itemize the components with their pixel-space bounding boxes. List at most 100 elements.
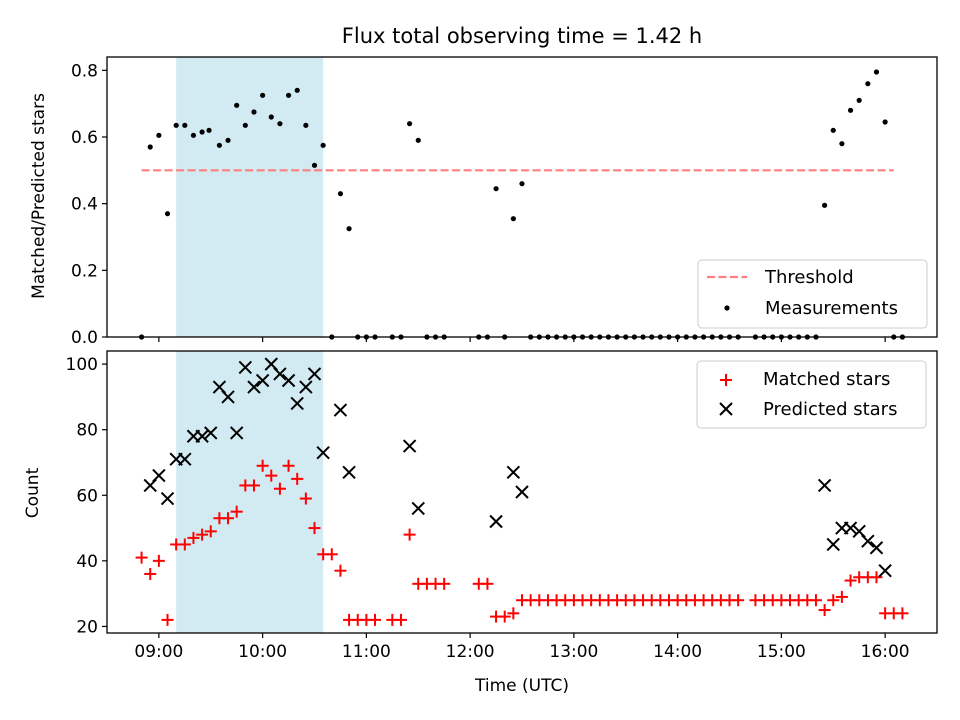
matched-star-point	[896, 607, 909, 620]
predicted-star-point	[316, 445, 330, 460]
bottom-x-axis-label: Time (UTC)	[474, 676, 569, 696]
bottom-y-tick-label: 80	[76, 421, 98, 441]
measurement-point	[260, 92, 266, 98]
bottom-x-ticks: 09:00 10:00 11:00 12:00 13:00 14:00 15:00 16:00	[134, 633, 910, 662]
predicted-star-point	[178, 452, 192, 466]
measurement-point	[822, 202, 828, 208]
measurement-point	[830, 127, 836, 133]
predicted-star-point	[152, 468, 166, 483]
measurement-point	[320, 142, 326, 148]
matched-star-point	[827, 594, 840, 607]
top-legend: Threshold Measurements	[697, 259, 928, 329]
matched-star-point	[835, 590, 848, 603]
matched-star-point	[308, 522, 321, 535]
measurement-point	[407, 121, 413, 127]
top-y-tick-label: 0.8	[71, 61, 98, 81]
predicted-star-point	[221, 390, 235, 404]
top-y-tick-label: 0.4	[71, 195, 98, 215]
measurement-point	[242, 122, 248, 128]
measurement-point	[277, 121, 283, 127]
bottom-x-tick-label: 09:00	[134, 642, 183, 662]
matched-star-point	[369, 613, 382, 626]
measurement-point	[147, 144, 153, 150]
measurement-point	[173, 122, 179, 128]
matched-star-point	[256, 459, 269, 472]
matched-star-point	[403, 528, 416, 541]
measurement-point	[493, 186, 499, 192]
observing-window-span	[176, 57, 324, 337]
bottom-y-ticks: 20 40 60 80 100	[66, 355, 107, 637]
predicted-star-point	[515, 485, 529, 499]
bottom-y-tick-label: 100	[66, 355, 98, 375]
matched-star-point	[187, 531, 200, 544]
predicted-star-point	[869, 541, 884, 555]
bottom-x-tick-label: 14:00	[653, 642, 702, 662]
bottom-x-tick-label: 15:00	[757, 642, 806, 662]
top-y-tick-label: 0.2	[71, 261, 98, 281]
matched-star-point	[135, 551, 148, 564]
matched-star-point	[481, 577, 494, 590]
predicted-star-point	[307, 367, 322, 381]
matched-star-point	[394, 613, 407, 626]
matched-star-point	[291, 472, 304, 485]
chart-title: Flux total observing time = 1.42 h	[342, 24, 702, 48]
bottom-legend: Matched stars Predicted stars	[696, 360, 927, 429]
bottom-x-tick-label: 11:00	[342, 642, 391, 662]
measurement-point	[346, 226, 352, 232]
measurement-point	[156, 132, 162, 138]
matched-star-point	[870, 571, 883, 584]
bottom-panel: 09:00 10:00 11:00 12:00 13:00 14:00 15:00 16:00…	[23, 350, 938, 696]
matched-star-point	[196, 528, 209, 541]
predicted-star-point	[273, 367, 287, 381]
matched-star-point	[230, 505, 243, 518]
measurement-point	[268, 114, 274, 120]
matched-star-point	[161, 613, 174, 626]
top-y-ticks: 0.0 0.2 0.4 0.6 0.8	[71, 61, 107, 348]
predicted-star-point	[255, 373, 270, 388]
measurement-point	[865, 81, 871, 87]
matched-star-point	[818, 604, 831, 617]
bottom-y-tick-label: 20	[76, 617, 98, 637]
bottom-predicted-layer	[143, 357, 892, 578]
measurement-point	[164, 211, 171, 217]
measurement-point	[225, 137, 231, 143]
predicted-star-point	[281, 373, 296, 388]
top-measurements-layer	[138, 69, 906, 340]
matched-star-point	[844, 574, 857, 587]
top-legend-box	[697, 259, 928, 329]
matched-star-point	[507, 607, 520, 620]
bottom-legend-predicted-label: Predicted stars	[763, 399, 897, 420]
predicted-star-point	[299, 380, 313, 394]
measurement-point	[856, 97, 862, 103]
measurement-point	[847, 107, 854, 113]
top-legend-threshold-label: Threshold	[764, 267, 854, 288]
bottom-x-tick-label: 13:00	[549, 642, 598, 662]
measurement-point	[839, 141, 845, 147]
predicted-star-point	[333, 403, 348, 417]
bottom-y-axis-label: Count	[23, 467, 43, 518]
predicted-star-point	[861, 534, 875, 548]
bottom-y-tick-label: 60	[76, 486, 98, 506]
predicted-star-point	[229, 426, 244, 440]
predicted-star-point	[238, 360, 253, 375]
bottom-plot-frame	[106, 350, 938, 634]
matched-star-point	[222, 512, 235, 525]
bottom-x-tick-label: 16:00	[861, 642, 910, 662]
top-y-tick-label: 0.6	[71, 128, 98, 148]
measurement-point	[311, 162, 318, 168]
measurement-point	[190, 132, 197, 138]
matched-star-point	[334, 564, 347, 577]
measurement-point	[234, 102, 240, 108]
top-highlight-span	[176, 57, 324, 337]
measurement-point	[337, 191, 344, 197]
measurement-point	[415, 137, 421, 143]
matched-star-point	[438, 577, 451, 590]
measurement-point	[882, 119, 888, 125]
matched-star-point	[247, 479, 260, 492]
bottom-legend-box	[696, 360, 927, 429]
measurement-point	[510, 216, 516, 222]
top-legend-measurements-label: Measurements	[765, 298, 898, 319]
top-legend-measurements-swatch	[724, 305, 730, 311]
predicted-star-point	[195, 429, 209, 443]
